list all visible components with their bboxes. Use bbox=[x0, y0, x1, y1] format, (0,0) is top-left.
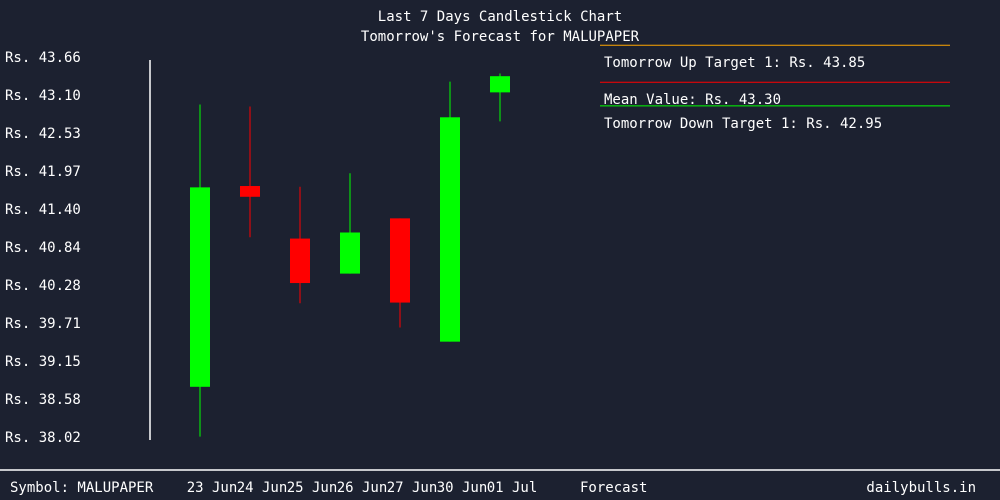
candle-body bbox=[190, 187, 210, 387]
x-tick-label: 01 Jul bbox=[486, 480, 538, 496]
y-tick-label: Rs. 39.15 bbox=[5, 353, 81, 370]
y-tick-label: Rs. 40.28 bbox=[5, 277, 81, 294]
candle-body bbox=[240, 186, 260, 197]
candle-body bbox=[440, 117, 460, 342]
y-tick-label: Rs. 40.84 bbox=[5, 240, 81, 256]
x-tick-label: 23 Jun bbox=[186, 480, 238, 496]
forecast-label: Tomorrow Up Target 1: Rs. 43.85 bbox=[604, 55, 866, 72]
y-tick-label: Rs. 39.71 bbox=[5, 316, 81, 333]
x-tick-label: 26 Jun bbox=[336, 480, 388, 496]
candle-body bbox=[390, 218, 410, 303]
candle-body bbox=[290, 238, 310, 284]
chart-title: Last 7 Days Candlestick Chart bbox=[377, 9, 623, 25]
chart-subtitle: Tomorrow's Forecast for MALUPAPER bbox=[360, 29, 640, 45]
x-tick-label: 25 Jun bbox=[286, 480, 338, 496]
y-tick-label: Rs. 41.97 bbox=[5, 163, 81, 180]
forecast-label: Mean Value: Rs. 43.30 bbox=[604, 92, 782, 109]
y-tick-label: Rs. 41.40 bbox=[5, 202, 81, 219]
x-tick-label: 30 Jun bbox=[436, 480, 488, 496]
forecast-label: Tomorrow Down Target 1: Rs. 42.95 bbox=[604, 115, 883, 132]
candles-group bbox=[190, 73, 510, 437]
y-tick-label: Rs. 38.02 bbox=[5, 430, 81, 446]
x-tick-label: 24 Jun bbox=[236, 480, 288, 496]
candle-body bbox=[340, 232, 360, 274]
y-tick-label: Rs. 43.66 bbox=[5, 50, 81, 66]
y-tick-label: Rs. 42.53 bbox=[5, 126, 81, 143]
candle-body bbox=[490, 76, 510, 93]
forecast-axis-label: Forecast bbox=[580, 480, 648, 496]
y-tick-label: Rs. 43.10 bbox=[5, 87, 81, 104]
symbol-label: Symbol: MALUPAPER bbox=[10, 480, 154, 496]
y-tick-label: Rs. 38.58 bbox=[5, 392, 81, 409]
x-tick-label: 27 Jun bbox=[386, 480, 438, 496]
site-link[interactable]: dailybulls.in bbox=[866, 480, 976, 496]
forecast-lines-group bbox=[600, 44, 950, 107]
